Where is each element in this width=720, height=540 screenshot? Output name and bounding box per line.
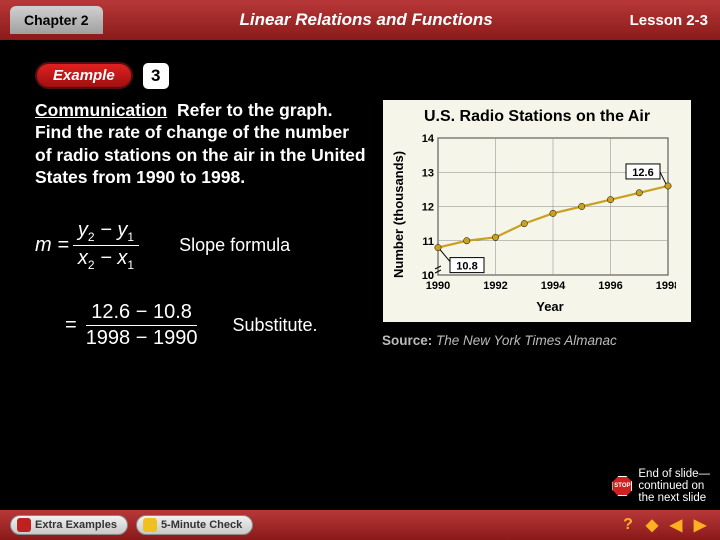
chart-source: Source: The New York Times Almanac	[382, 333, 692, 348]
nav-next-icon[interactable]: ▶	[690, 515, 710, 535]
svg-text:1992: 1992	[483, 280, 507, 292]
header-bar: Chapter 2 Linear Relations and Functions…	[0, 0, 720, 40]
example-label: Example	[35, 62, 133, 89]
problem-topic: Communication	[35, 100, 167, 120]
svg-text:12: 12	[422, 202, 434, 214]
footer-bar: Extra Examples 5-Minute Check ? ◆ ◀ ▶	[0, 510, 720, 540]
chapter-tab: Chapter 2	[10, 6, 103, 34]
extra-examples-button[interactable]: Extra Examples	[10, 515, 128, 535]
example-number: 3	[143, 63, 169, 89]
svg-text:1994: 1994	[541, 280, 566, 292]
svg-text:12.6: 12.6	[632, 167, 653, 179]
nav-icons: ? ◆ ◀ ▶	[618, 515, 710, 535]
svg-text:14: 14	[422, 133, 435, 145]
svg-text:10.8: 10.8	[456, 261, 477, 273]
svg-text:1990: 1990	[426, 280, 450, 292]
substitute-row: = 12.6 − 10.8 1998 − 1990 Substitute.	[35, 297, 370, 355]
substitute-formula: = 12.6 − 10.8 1998 − 1990	[65, 301, 207, 350]
chart-xlabel: Year	[417, 299, 683, 314]
substitute-label: Substitute.	[233, 315, 318, 336]
five-minute-check-button[interactable]: 5-Minute Check	[136, 515, 253, 535]
slope-formula: m = y2 − y1 x2 − x1	[35, 219, 143, 272]
chart-panel: U.S. Radio Stations on the Air Number (t…	[382, 99, 692, 323]
header-title: Linear Relations and Functions	[103, 10, 630, 30]
example-badge: Example 3	[35, 62, 720, 89]
chart-ylabel: Number (thousands)	[391, 132, 406, 297]
slope-formula-row: m = y2 − y1 x2 − x1 Slope formula	[35, 217, 370, 275]
problem-text: Communication Refer to the graph. Find t…	[35, 99, 370, 189]
slope-formula-label: Slope formula	[179, 235, 290, 256]
nav-home-icon[interactable]: ◆	[642, 515, 662, 535]
nav-prev-icon[interactable]: ◀	[666, 515, 686, 535]
svg-text:1996: 1996	[598, 280, 622, 292]
svg-text:11: 11	[422, 236, 434, 248]
svg-text:1998: 1998	[656, 280, 676, 292]
end-of-slide-note: STOP End of slide— continued on the next…	[612, 468, 710, 504]
clock-icon	[143, 518, 157, 532]
lesson-label: Lesson 2-3	[630, 12, 708, 29]
stop-icon: STOP	[612, 476, 632, 496]
extra-examples-icon	[17, 518, 31, 532]
nav-help-icon[interactable]: ?	[618, 515, 638, 535]
chart-svg: 141312111001990199219941996199812.610.8	[406, 132, 676, 297]
chart-title: U.S. Radio Stations on the Air	[391, 108, 683, 126]
svg-text:13: 13	[422, 167, 434, 179]
